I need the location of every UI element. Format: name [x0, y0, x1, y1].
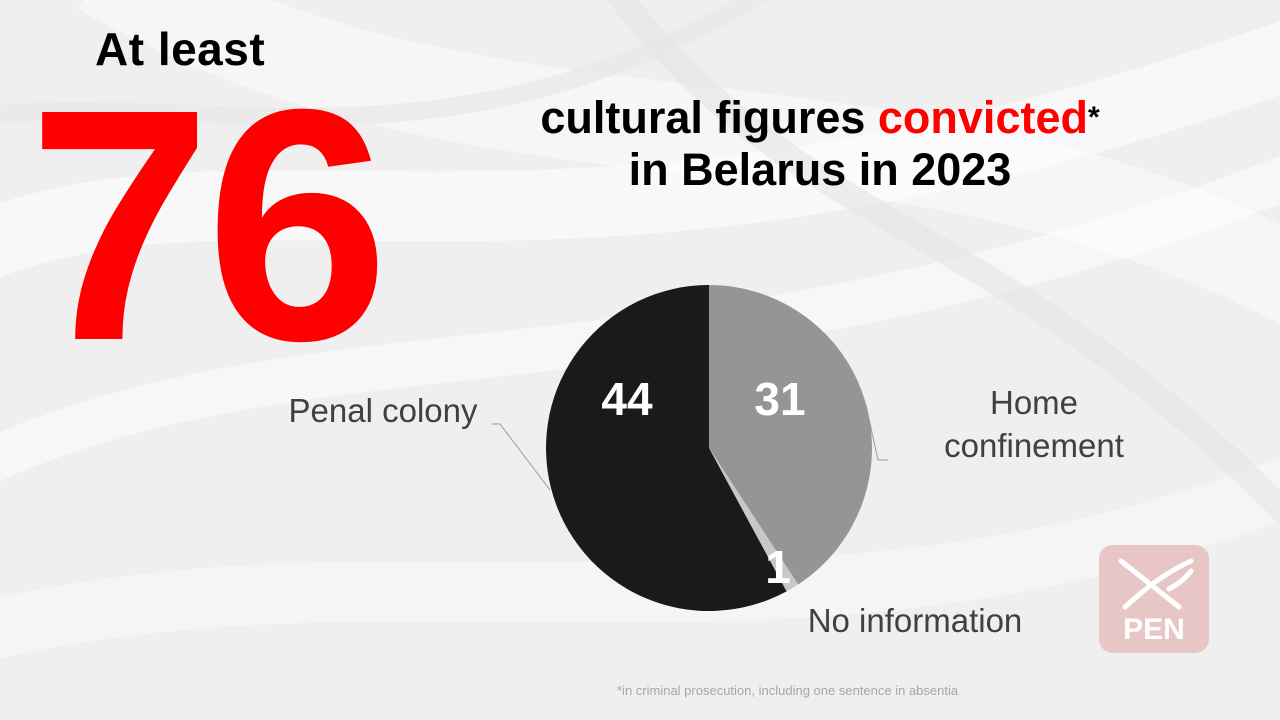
category-label-2: No information	[808, 602, 1023, 639]
pen-logo-text: PEN	[1123, 613, 1185, 646]
headline-part-1: cultural figures	[540, 92, 878, 143]
pie-slice-no-information	[709, 448, 799, 592]
pie-slice-home-confinement	[709, 285, 872, 585]
sabre-and-quill-icon	[1118, 558, 1194, 610]
pie-slice-penal-colony	[545, 285, 787, 611]
headline-convicted: convicted	[877, 92, 1088, 143]
total-count: 76	[28, 40, 389, 409]
category-label-1: Home	[990, 384, 1078, 421]
headline-line-1: cultural figures convicted*	[420, 92, 1220, 144]
headline: cultural figures convicted* in Belarus i…	[420, 92, 1220, 196]
headline-line-2: in Belarus in 2023	[628, 144, 1012, 195]
data-label-1: 31	[754, 373, 805, 425]
leader-line-1	[865, 404, 888, 461]
footnote: *in criminal prosecution, including one …	[617, 683, 959, 698]
headline-asterisk: *	[1087, 101, 1100, 134]
category-label-3: Penal colony	[289, 392, 478, 429]
pen-logo: PEN	[1099, 545, 1209, 653]
pen-logo-background	[1099, 545, 1209, 653]
data-label-3: 44	[601, 373, 653, 425]
leader-line-2	[492, 423, 551, 491]
data-label-2: 1	[765, 541, 791, 593]
category-label-1: confinement	[944, 427, 1124, 464]
at-least-label: At least	[95, 23, 266, 75]
